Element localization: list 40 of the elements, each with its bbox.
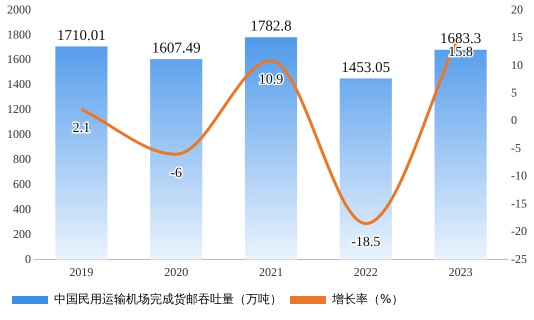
data-label: -6 bbox=[170, 166, 182, 181]
y-tick-label: 200 bbox=[13, 226, 31, 241]
legend-label: 增长率（%） bbox=[331, 292, 404, 306]
x-tick-label: 2023 bbox=[448, 264, 473, 279]
y-tick-label: 1600 bbox=[7, 52, 31, 66]
y2-tick-label: 5 bbox=[511, 85, 518, 100]
data-label: -18.5 bbox=[351, 235, 380, 250]
data-label: 1453.05 bbox=[341, 60, 390, 76]
x-tick-label: 2022 bbox=[354, 264, 378, 279]
y-tick-label: 1200 bbox=[7, 102, 31, 116]
y-tick-label: 2000 bbox=[7, 2, 31, 16]
y-tick-label: 1000 bbox=[7, 127, 31, 142]
data-label: 1782.8 bbox=[250, 18, 292, 35]
y-tick-label: 600 bbox=[13, 176, 31, 191]
x-tick-label: 2019 bbox=[69, 264, 94, 279]
y2-tick-label: 20 bbox=[511, 2, 524, 16]
bar bbox=[55, 46, 108, 260]
y2-tick-label: -25 bbox=[511, 252, 528, 266]
y2-tick-label: -5 bbox=[511, 140, 522, 155]
data-label: 10.9 bbox=[258, 72, 284, 88]
y-tick-label: 1800 bbox=[7, 27, 31, 42]
bar bbox=[150, 59, 202, 260]
y2-tick-label: 10 bbox=[511, 58, 524, 72]
y-tick-label: 800 bbox=[13, 152, 31, 166]
legend-label: 中国民用运输机场完成货邮吞吐量（万吨） bbox=[54, 292, 282, 306]
y-tick-label: 0 bbox=[25, 252, 31, 266]
bar bbox=[340, 78, 392, 260]
data-label: 1710.01 bbox=[57, 28, 106, 44]
y-tick-label: 1400 bbox=[7, 77, 31, 92]
data-label: 1607.49 bbox=[152, 40, 201, 57]
data-label: 2.1 bbox=[72, 121, 90, 136]
y2-tick-label: -10 bbox=[511, 168, 528, 183]
y2-tick-label: -20 bbox=[511, 224, 528, 238]
bar bbox=[244, 37, 298, 260]
y2-tick-label: 15 bbox=[511, 30, 524, 44]
y2-tick-label: 0 bbox=[511, 113, 518, 128]
y-tick-label: 400 bbox=[13, 202, 31, 216]
x-tick-label: 2020 bbox=[164, 264, 188, 279]
x-tick-label: 2021 bbox=[259, 264, 283, 279]
y2-tick-label: -15 bbox=[511, 196, 528, 210]
